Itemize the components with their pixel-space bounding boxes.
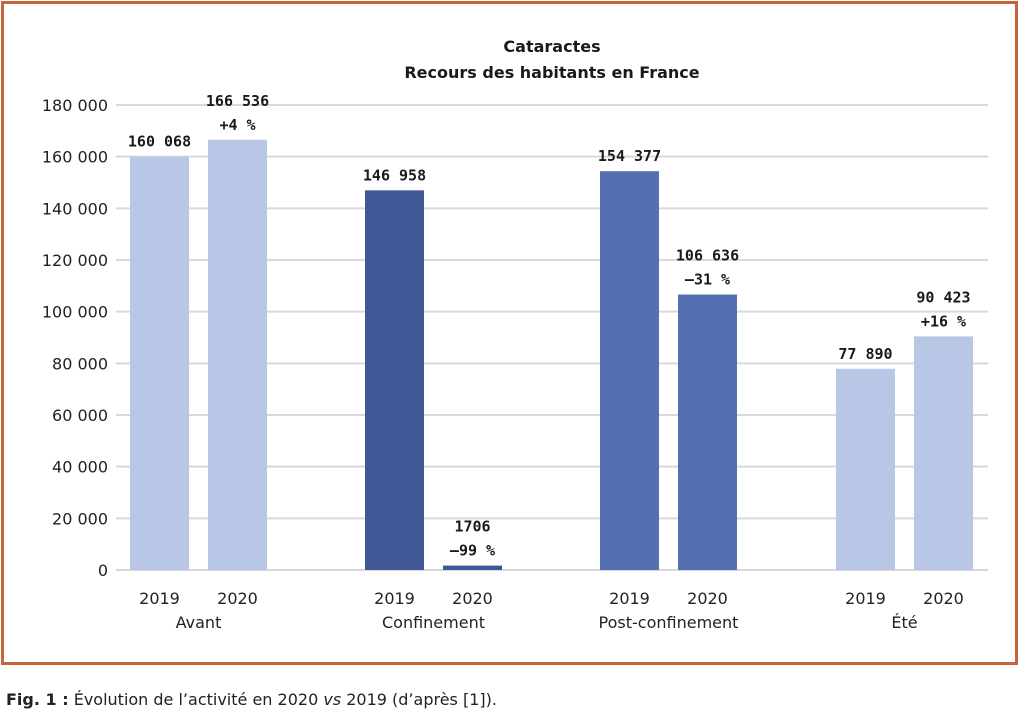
y-tick-label: 80 000 [52,354,108,373]
figure-caption: Fig. 1 : Évolution de l’activité en 2020… [6,690,497,709]
x-tick-year: 2020 [687,589,728,608]
data-label-value: 166 536 [206,92,269,110]
caption-text: Évolution de l’activité en 2020 [68,690,324,709]
x-tick-year: 2020 [217,589,258,608]
bar [914,336,973,570]
x-tick-group: Confinement [382,613,485,632]
y-tick-label: 100 000 [42,303,108,322]
data-label-change: +4 % [219,116,255,134]
x-tick-year: 2019 [139,589,180,608]
caption-vs: vs [323,690,342,709]
y-tick-label: 180 000 [42,96,108,115]
chart-title: Cataractes [503,37,600,56]
data-label-change: –31 % [685,271,730,289]
x-tick-group: Été [891,613,917,632]
chart-subtitle: Recours des habitants en France [404,63,699,82]
y-tick-label: 140 000 [42,199,108,218]
y-tick-label: 0 [98,561,108,580]
x-tick-year: 2019 [845,589,886,608]
bar-chart: Cataractes Recours des habitants en Fran… [42,37,988,632]
y-axis-ticks: 0 20 000 40 000 60 000 80 000 100 000 120 000 1… [42,96,108,580]
x-tick-year: 2019 [609,589,650,608]
y-tick-label: 160 000 [42,148,108,167]
x-tick-year: 2020 [452,589,493,608]
data-label-value: 154 377 [598,147,661,165]
data-label-value: 1706 [454,518,490,536]
x-tick-year: 2020 [923,589,964,608]
data-label-change: –99 % [450,542,495,560]
x-tick-group: Post-confinement [599,613,739,632]
bar [365,190,424,570]
x-axis-ticks: 2019 2020 Avant 2019 2020 Confinement 2019 2020… [139,589,964,632]
caption-text-end: 2019 (d’après [1]). [341,690,497,709]
y-tick-label: 120 000 [42,251,108,270]
x-tick-group: Avant [176,613,222,632]
data-labels: 160 068 166 536 +4 % 146 958 1706 –99 % 154 37… [128,92,971,560]
data-label-value: 160 068 [128,132,191,150]
bar [678,294,737,570]
y-tick-label: 60 000 [52,406,108,425]
bars [130,139,973,571]
bar [600,171,659,570]
x-tick-year: 2019 [374,589,415,608]
y-tick-label: 20 000 [52,509,108,528]
bar [208,139,267,571]
y-tick-label: 40 000 [52,458,108,477]
bar [836,368,895,570]
data-label-value: 77 890 [838,345,892,363]
data-label-value: 106 636 [676,247,739,265]
data-label-value: 146 958 [363,166,426,184]
bar [130,156,189,570]
data-label-change: +16 % [921,312,966,330]
figure-label: Fig. 1 : [6,690,69,709]
bar [443,565,502,570]
data-label-value: 90 423 [916,288,970,306]
